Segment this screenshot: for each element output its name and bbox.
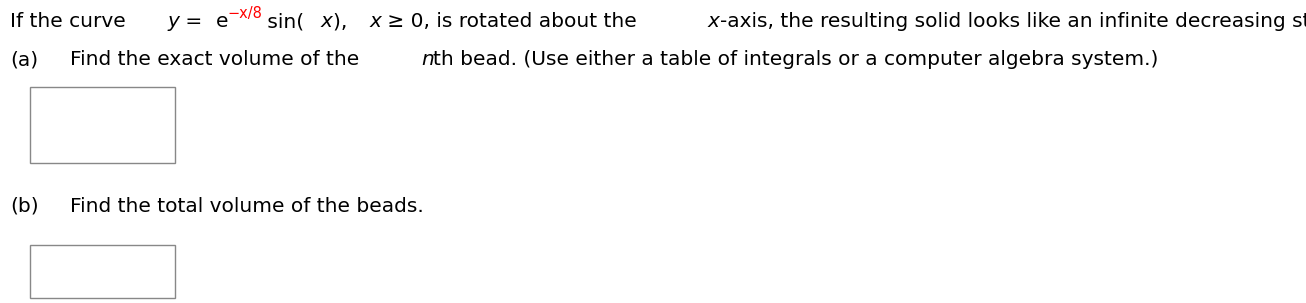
- Text: If the curve: If the curve: [10, 12, 132, 31]
- Text: x: x: [708, 12, 720, 31]
- Text: ),: ),: [333, 12, 354, 31]
- Text: -axis, the resulting solid looks like an infinite decreasing string of beads.: -axis, the resulting solid looks like an…: [720, 12, 1306, 31]
- Text: y: y: [167, 12, 179, 31]
- Text: sin(: sin(: [261, 12, 304, 31]
- Text: th bead. (Use either a table of integrals or a computer algebra system.): th bead. (Use either a table of integral…: [432, 50, 1158, 69]
- Text: ≥ 0, is rotated about the: ≥ 0, is rotated about the: [381, 12, 644, 31]
- Text: x: x: [370, 12, 381, 31]
- Bar: [30, 87, 175, 163]
- Text: (b): (b): [10, 197, 39, 216]
- Text: =: =: [179, 12, 209, 31]
- Text: x: x: [321, 12, 333, 31]
- Bar: [30, 245, 175, 298]
- Text: Find the total volume of the beads.: Find the total volume of the beads.: [71, 197, 424, 216]
- Text: n: n: [421, 50, 434, 69]
- Text: e: e: [215, 12, 229, 31]
- Text: −x/8: −x/8: [227, 6, 263, 21]
- Text: (a): (a): [10, 50, 38, 69]
- Text: Find the exact volume of the: Find the exact volume of the: [71, 50, 366, 69]
